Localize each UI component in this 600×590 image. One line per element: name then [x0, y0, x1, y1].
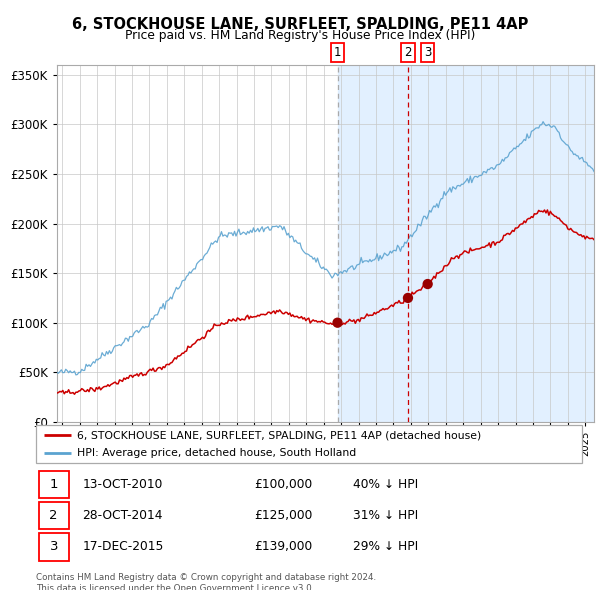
Text: 1: 1	[334, 47, 341, 60]
Text: 40% ↓ HPI: 40% ↓ HPI	[353, 478, 418, 491]
Text: 2: 2	[404, 47, 412, 60]
Point	[333, 318, 343, 327]
Text: 31% ↓ HPI: 31% ↓ HPI	[353, 509, 418, 522]
Text: Price paid vs. HM Land Registry's House Price Index (HPI): Price paid vs. HM Land Registry's House …	[125, 30, 475, 42]
FancyBboxPatch shape	[39, 533, 69, 560]
Text: 6, STOCKHOUSE LANE, SURFLEET, SPALDING, PE11 4AP: 6, STOCKHOUSE LANE, SURFLEET, SPALDING, …	[72, 17, 528, 31]
Text: 2: 2	[49, 509, 58, 522]
Text: 6, STOCKHOUSE LANE, SURFLEET, SPALDING, PE11 4AP (detached house): 6, STOCKHOUSE LANE, SURFLEET, SPALDING, …	[77, 430, 481, 440]
Text: 17-DEC-2015: 17-DEC-2015	[82, 540, 164, 553]
Text: £100,000: £100,000	[254, 478, 313, 491]
Text: HPI: Average price, detached house, South Holland: HPI: Average price, detached house, Sout…	[77, 448, 356, 458]
Text: £125,000: £125,000	[254, 509, 313, 522]
Bar	[338, 65, 600, 422]
FancyBboxPatch shape	[39, 471, 69, 498]
FancyBboxPatch shape	[39, 502, 69, 529]
Text: 28-OCT-2014: 28-OCT-2014	[82, 509, 163, 522]
FancyBboxPatch shape	[36, 425, 582, 463]
Point	[403, 293, 413, 303]
Text: 29% ↓ HPI: 29% ↓ HPI	[353, 540, 418, 553]
Text: £139,000: £139,000	[254, 540, 313, 553]
Text: 3: 3	[49, 540, 58, 553]
Text: 1: 1	[49, 478, 58, 491]
Text: 3: 3	[424, 47, 431, 60]
Text: Contains HM Land Registry data © Crown copyright and database right 2024.
This d: Contains HM Land Registry data © Crown c…	[36, 573, 376, 590]
Point	[423, 279, 433, 289]
Text: 13-OCT-2010: 13-OCT-2010	[82, 478, 163, 491]
